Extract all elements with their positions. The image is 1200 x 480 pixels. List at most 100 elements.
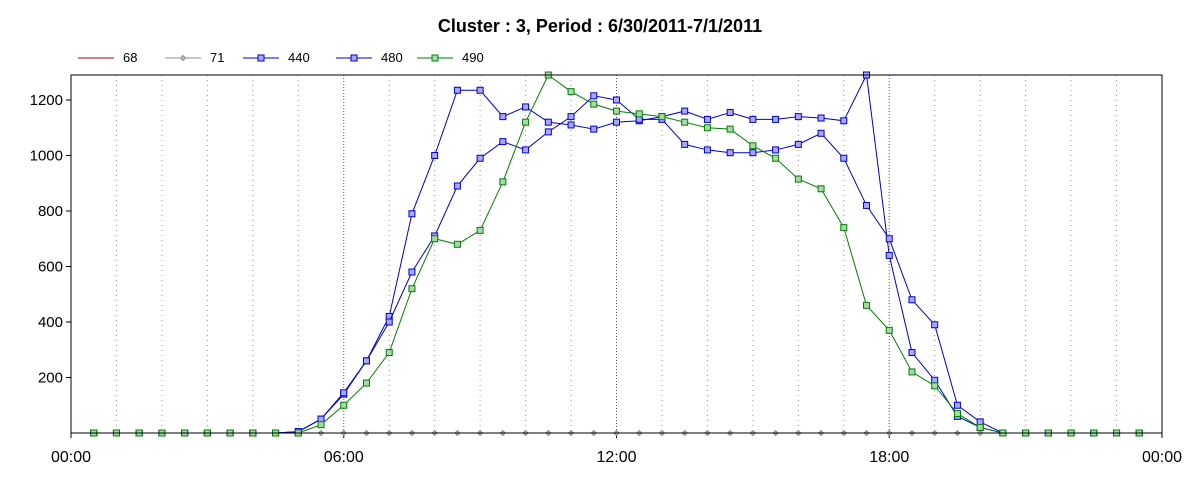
data-point [953,401,961,409]
data-point [453,182,461,190]
legend-item-68: 68 [78,50,137,65]
data-point [976,423,984,431]
data-point [908,368,916,376]
data-point [385,349,393,357]
data-point [522,146,530,154]
data-point [408,210,416,218]
grid [115,75,1118,433]
data-point [544,118,552,126]
data-point [817,185,825,193]
data-point [772,115,780,123]
legend-item-490: 490 [417,50,484,65]
data-point [613,96,620,104]
data-point [931,382,939,390]
data-point [522,103,530,111]
data-point [522,118,530,126]
data-point [408,268,416,276]
legend: 68 71 440 480 490 [78,50,484,65]
series-line-440 [93,73,1140,434]
data-point [726,108,734,116]
data-point [681,118,689,126]
data-point [794,140,802,148]
data-point [431,235,439,243]
plot-frame [70,74,1163,434]
data-point [794,113,802,121]
legend-label: 71 [210,50,224,65]
data-point [863,201,871,209]
data-point [749,142,757,150]
x-tick-label: 18:00 [869,449,909,466]
x-tick-label: 00:00 [51,449,91,466]
data-point [499,113,507,121]
y-tick-label: 800 [38,203,63,220]
axis-ticks: 200 400 600 800 1000 1200 00:00 06:00 12:00 18:00… [30,92,1182,466]
legend-marker [257,54,265,62]
legend-marker [350,54,358,62]
data-point [590,100,598,108]
data-point [772,146,780,154]
data-point [499,178,507,186]
data-point [476,86,484,94]
data-point [613,118,620,126]
data-point [772,154,780,162]
data-point [749,115,757,123]
legend-item-440: 440 [243,50,310,65]
y-tick-label: 1000 [30,147,63,164]
legend-item-71: 71 [165,50,224,65]
data-point [703,146,711,154]
legend-label: 440 [288,50,310,65]
data-point [953,410,961,418]
data-point [726,149,734,157]
data-point [544,128,552,136]
data-point [453,240,461,248]
data-point [362,379,370,387]
data-point [863,301,871,309]
data-point [476,226,484,234]
data-point [658,113,666,121]
data-point [908,349,916,357]
data-point [817,129,825,137]
data-point [931,321,939,329]
x-tick-label: 12:00 [596,449,636,466]
data-point [840,154,848,162]
chart-title: Cluster : 3, Period : 6/30/2011-7/1/2011 [438,16,762,36]
data-point [590,92,598,100]
data-point [885,326,893,334]
data-point [567,113,575,121]
data-point [885,235,893,243]
data-point [567,88,575,96]
data-point [408,285,416,293]
x-tick-label: 00:00 [1142,449,1182,466]
data-point [703,115,711,123]
y-tick-label: 600 [38,258,63,275]
data-point [840,224,848,232]
data-point [362,357,370,365]
x-tick-label: 06:00 [324,449,364,466]
data-point [499,138,507,146]
legend-item-480: 480 [336,50,403,65]
data-point [317,421,325,429]
y-tick-label: 200 [38,369,63,386]
data-point [476,154,484,162]
y-tick-label: 1200 [30,92,63,109]
legend-marker [179,54,187,62]
legend-label: 68 [123,50,137,65]
legend-label: 480 [381,50,403,65]
legend-marker [431,54,439,62]
data-point [681,140,689,148]
y-tick-label: 400 [38,314,63,331]
data-point [726,125,734,133]
data-point [749,149,757,157]
data-point [453,86,461,94]
data-point [590,125,598,133]
data-point [908,296,916,304]
data-point [817,114,825,122]
data-point [385,318,393,326]
data-point [840,117,848,125]
data-point [681,107,689,115]
data-point [794,175,802,183]
series-line-490 [93,74,1140,434]
data-point [340,389,348,397]
data-point [613,107,620,115]
